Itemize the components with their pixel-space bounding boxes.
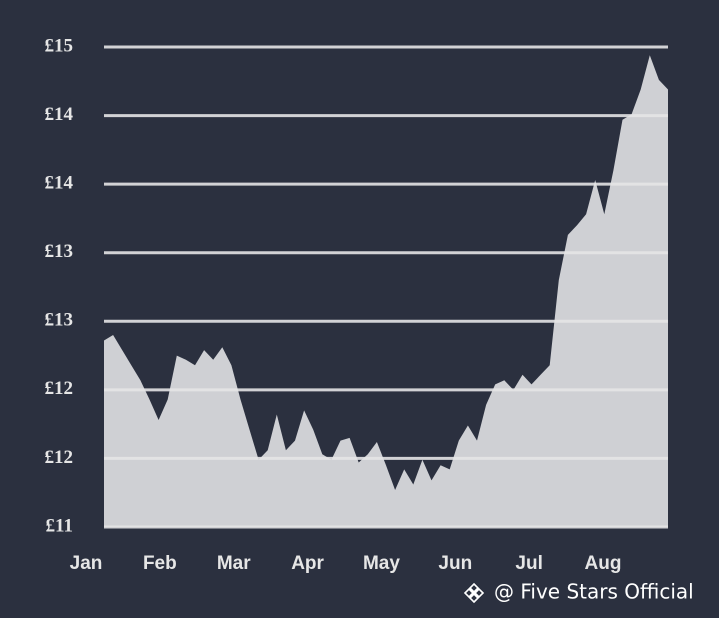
x-tick-label: Aug — [585, 553, 622, 574]
watermark-icon — [463, 582, 485, 604]
y-tick-label: £12 — [45, 378, 74, 399]
plot: £11 £12 £12 £13 £13 £14 £14 £15 Jan Feb Mar Apr May J… — [45, 35, 668, 574]
area — [104, 55, 668, 527]
y-tick-label: £13 — [45, 310, 74, 331]
y-tick-label: £12 — [45, 447, 74, 468]
y-tick-label: £15 — [45, 35, 74, 56]
y-tick-label: £11 — [46, 515, 73, 536]
y-tick-label: £14 — [45, 173, 74, 194]
x-tick-label: Jul — [515, 553, 542, 574]
y-tick-label: £14 — [45, 104, 74, 125]
x-tick-label: Mar — [217, 553, 251, 574]
x-tick-label: Jan — [70, 553, 103, 574]
x-tick-label: May — [363, 553, 400, 574]
x-tick-label: Feb — [143, 553, 177, 574]
x-tick-label: Jun — [438, 553, 472, 574]
y-tick-label: £13 — [45, 241, 74, 262]
x-tick-label: Apr — [291, 553, 324, 574]
watermark: @ Five Stars Official — [494, 580, 694, 604]
